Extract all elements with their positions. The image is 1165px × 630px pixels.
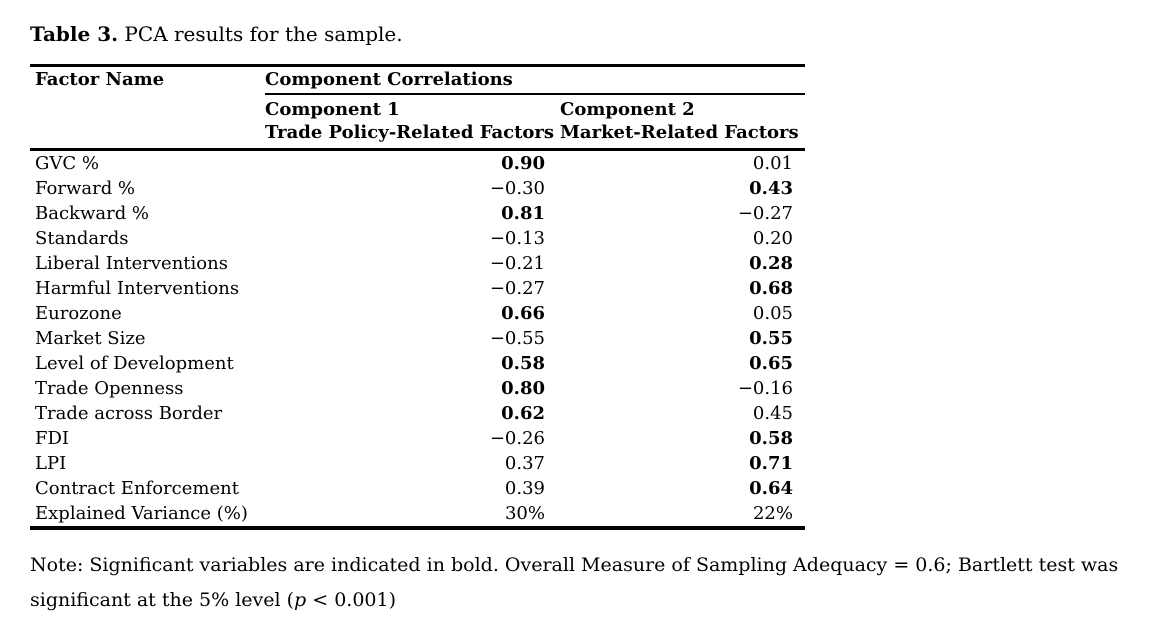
table-row: Backward % 0.81 −0.27 xyxy=(30,201,805,226)
component2-value-cell: −0.27 xyxy=(737,203,793,224)
component1-value-cell: 30% xyxy=(504,503,545,524)
table-header: Factor Name Component Correlations Compo… xyxy=(30,65,805,150)
factor-name-cell: Harmful Interventions xyxy=(35,278,240,299)
table-caption-label: Table 3. xyxy=(30,22,119,46)
factor-name-cell: Trade Openness xyxy=(35,378,184,399)
factor-name-cell: GVC % xyxy=(35,153,99,174)
header-component-2-title: Component 2 xyxy=(560,99,695,120)
factor-name-cell: Explained Variance (%) xyxy=(35,503,248,524)
component1-value-cell: 0.62 xyxy=(501,403,545,424)
component1-value-cell: −0.55 xyxy=(489,328,545,349)
header-row-group: Factor Name Component Correlations xyxy=(30,65,805,95)
table-row: Eurozone 0.66 0.05 xyxy=(30,301,805,326)
table-note: Note: Significant variables are indicate… xyxy=(30,548,1135,618)
header-component-1-subtitle: Trade Policy-Related Factors xyxy=(265,122,555,143)
factor-name-cell: Market Size xyxy=(35,328,146,349)
component2-value-cell: 22% xyxy=(752,503,793,524)
table-row: Liberal Interventions −0.21 0.28 xyxy=(30,251,805,276)
component1-value-cell: −0.27 xyxy=(489,278,545,299)
header-factor-name: Factor Name xyxy=(35,69,165,90)
factor-name-cell: Standards xyxy=(35,228,129,249)
header-component-correlations: Component Correlations xyxy=(265,65,805,95)
header-component-1: Component 1 Trade Policy-Related Factors xyxy=(265,94,560,150)
component2-value-cell: 0.05 xyxy=(752,303,793,324)
header-row-components: Component 1 Trade Policy-Related Factors… xyxy=(30,94,805,150)
component1-value-cell: 0.81 xyxy=(501,203,545,224)
component2-value-cell: 0.65 xyxy=(749,353,793,374)
table-row: Contract Enforcement 0.39 0.64 xyxy=(30,476,805,501)
component2-value-cell: 0.55 xyxy=(749,328,793,349)
table-row: Level of Development 0.58 0.65 xyxy=(30,351,805,376)
header-component-2-subtitle: Market-Related Factors xyxy=(560,122,799,143)
component2-value-cell: 0.64 xyxy=(749,478,793,499)
note-line-2-pre: significant at the 5% level ( xyxy=(30,589,295,611)
factor-name-cell: LPI xyxy=(35,453,67,474)
component1-value-cell: 0.66 xyxy=(501,303,545,324)
component1-value-cell: 0.90 xyxy=(501,153,545,174)
table-caption-text: PCA results for the sample. xyxy=(118,22,403,46)
component1-value-cell: 0.37 xyxy=(504,453,545,474)
factor-name-cell: Liberal Interventions xyxy=(35,253,228,274)
note-line-2-post: < 0.001) xyxy=(306,589,397,611)
component2-value-cell: −0.16 xyxy=(737,378,793,399)
factor-name-cell: Forward % xyxy=(35,178,136,199)
table-row: Explained Variance (%) 30% 22% xyxy=(30,501,805,528)
header-component-1-title: Component 1 xyxy=(265,99,400,120)
table-row: Harmful Interventions −0.27 0.68 xyxy=(30,276,805,301)
table-body: GVC % 0.90 0.01 Forward % −0.30 0.43 Backward … xyxy=(30,150,805,529)
note-line-2: significant at the 5% level (p < 0.001) xyxy=(30,583,1135,618)
component1-value-cell: −0.30 xyxy=(489,178,545,199)
factor-name-cell: Eurozone xyxy=(35,303,122,324)
note-p-symbol: p xyxy=(294,589,307,611)
component1-value-cell: −0.21 xyxy=(489,253,545,274)
component2-value-cell: 0.20 xyxy=(752,228,793,249)
table-row: Trade across Border 0.62 0.45 xyxy=(30,401,805,426)
header-factor-name-spacer xyxy=(30,94,265,150)
table-row: Standards −0.13 0.20 xyxy=(30,226,805,251)
note-line-1: Note: Significant variables are indicate… xyxy=(30,554,1119,576)
pca-results-table: Factor Name Component Correlations Compo… xyxy=(30,64,805,530)
component1-value-cell: 0.58 xyxy=(501,353,545,374)
table-row: Forward % −0.30 0.43 xyxy=(30,176,805,201)
table-row: Trade Openness 0.80 −0.16 xyxy=(30,376,805,401)
factor-name-cell: Trade across Border xyxy=(35,403,223,424)
component2-value-cell: 0.28 xyxy=(749,253,793,274)
component1-value-cell: −0.13 xyxy=(489,228,545,249)
component1-value-cell: 0.80 xyxy=(501,378,545,399)
component1-value-cell: −0.26 xyxy=(489,428,545,449)
factor-name-cell: FDI xyxy=(35,428,70,449)
table-row: Market Size −0.55 0.55 xyxy=(30,326,805,351)
component2-value-cell: 0.68 xyxy=(749,278,793,299)
table-caption: Table 3. PCA results for the sample. xyxy=(30,20,1135,48)
component1-value-cell: 0.39 xyxy=(504,478,545,499)
component2-value-cell: 0.71 xyxy=(749,453,793,474)
table-row: GVC % 0.90 0.01 xyxy=(30,150,805,177)
factor-name-cell: Backward % xyxy=(35,203,150,224)
table-row: LPI 0.37 0.71 xyxy=(30,451,805,476)
component2-value-cell: 0.58 xyxy=(749,428,793,449)
component2-value-cell: 0.43 xyxy=(749,178,793,199)
header-component-2: Component 2 Market-Related Factors xyxy=(560,94,805,150)
table-row: FDI −0.26 0.58 xyxy=(30,426,805,451)
factor-name-cell: Level of Development xyxy=(35,353,234,374)
factor-name-cell: Contract Enforcement xyxy=(35,478,239,499)
component2-value-cell: 0.45 xyxy=(752,403,793,424)
component2-value-cell: 0.01 xyxy=(752,153,793,174)
